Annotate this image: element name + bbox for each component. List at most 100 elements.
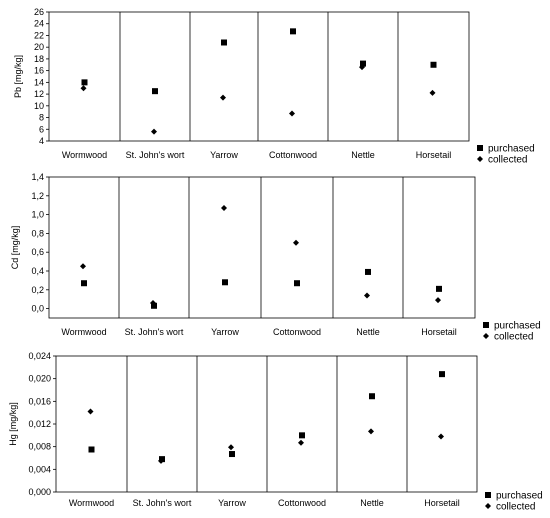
point-collected bbox=[435, 297, 441, 304]
point-collected bbox=[220, 94, 226, 101]
point-collected bbox=[429, 89, 436, 96]
y-tick-label: 0,0 bbox=[31, 304, 44, 314]
y-tick-label: 0,008 bbox=[28, 442, 51, 452]
point-collected bbox=[228, 444, 234, 451]
point-collected bbox=[438, 433, 444, 440]
legend-marker-purchased bbox=[477, 145, 483, 151]
y-tick-label: 0,000 bbox=[28, 487, 51, 497]
y-tick-label: 22 bbox=[34, 30, 44, 40]
point-collected bbox=[80, 85, 87, 92]
point-purchased bbox=[436, 285, 442, 292]
category-label: Wormwood bbox=[69, 498, 114, 508]
y-tick-label: 0,004 bbox=[28, 464, 51, 474]
point-collected bbox=[87, 408, 94, 415]
point-purchased bbox=[439, 371, 445, 378]
point-purchased bbox=[294, 280, 300, 287]
category-label: Horsetail bbox=[421, 327, 457, 337]
category-label: Yarrow bbox=[210, 150, 238, 160]
point-purchased bbox=[299, 432, 305, 439]
y-tick-label: 10 bbox=[34, 101, 44, 111]
point-purchased bbox=[222, 279, 228, 286]
category-label: Wormwood bbox=[61, 327, 106, 337]
category-label: Nettle bbox=[351, 150, 375, 160]
legend-marker-collected bbox=[485, 503, 491, 509]
category-label: Cottonwood bbox=[273, 327, 321, 337]
y-tick-label: 0,4 bbox=[31, 266, 44, 276]
point-purchased bbox=[365, 268, 371, 275]
y-tick-label: 0,2 bbox=[31, 285, 44, 295]
y-tick-label: 16 bbox=[34, 66, 44, 76]
category-label: St. John's wort bbox=[125, 327, 184, 337]
point-purchased bbox=[360, 60, 366, 67]
point-collected bbox=[158, 457, 164, 464]
point-purchased bbox=[152, 88, 158, 95]
category-label: St. John's wort bbox=[133, 498, 192, 508]
y-tick-label: 12 bbox=[34, 89, 44, 99]
category-label: Cottonwood bbox=[269, 150, 317, 160]
point-purchased bbox=[151, 302, 157, 309]
legend-label-purchased: purchased bbox=[494, 321, 541, 332]
y-tick-label: 8 bbox=[39, 113, 44, 123]
plot-frame bbox=[48, 11, 470, 142]
category-label: Yarrow bbox=[211, 327, 239, 337]
category-label: Wormwood bbox=[62, 150, 107, 160]
y-tick-label: 24 bbox=[34, 19, 44, 29]
plot-frame bbox=[55, 355, 478, 493]
legend-label-collected: collected bbox=[496, 502, 535, 513]
category-label: Horsetail bbox=[416, 150, 452, 160]
y-tick-label: 4 bbox=[39, 136, 44, 146]
category-label: Yarrow bbox=[218, 498, 246, 508]
y-axis-label: Hg [mg/kg] bbox=[8, 402, 18, 446]
y-tick-label: 6 bbox=[39, 124, 44, 134]
point-collected bbox=[298, 439, 304, 446]
chart-panel-3: 0,000 0,004 0,008 0,012 0,016 0,020 0,024 Hg [m… bbox=[8, 351, 543, 513]
category-label: Nettle bbox=[356, 327, 380, 337]
legend-marker-purchased bbox=[485, 492, 491, 498]
y-tick-label: 0,8 bbox=[31, 228, 44, 238]
y-tick-label: 0,6 bbox=[31, 247, 44, 257]
point-purchased bbox=[430, 61, 437, 68]
y-tick-label: 0,020 bbox=[28, 374, 51, 384]
category-label: Horsetail bbox=[424, 498, 460, 508]
point-purchased bbox=[290, 28, 296, 35]
y-tick-label: 14 bbox=[34, 77, 44, 87]
point-purchased bbox=[81, 79, 88, 86]
legend-label-collected: collected bbox=[488, 155, 527, 166]
point-purchased bbox=[81, 280, 87, 287]
point-collected bbox=[359, 64, 365, 71]
y-tick-label: 0,016 bbox=[28, 396, 51, 406]
point-collected bbox=[221, 205, 227, 212]
point-collected bbox=[293, 239, 299, 246]
plot-frame bbox=[48, 176, 476, 319]
category-label: Nettle bbox=[360, 498, 384, 508]
legend-marker-collected bbox=[477, 156, 483, 162]
y-tick-label: 1,2 bbox=[31, 191, 44, 201]
point-purchased bbox=[229, 451, 235, 458]
chart-panel-2: 0,0 0,2 0,4 0,6 0,8 1,0 1,2 1,4 Cd [mg/kg] Wormwo… bbox=[10, 172, 541, 343]
y-tick-label: 1,4 bbox=[31, 172, 44, 182]
legend-label-purchased: purchased bbox=[496, 491, 543, 502]
point-collected bbox=[289, 110, 295, 117]
y-tick-label: 18 bbox=[34, 54, 44, 64]
legend-marker-collected bbox=[483, 333, 489, 339]
point-collected bbox=[364, 292, 370, 299]
category-label: Cottonwood bbox=[278, 498, 326, 508]
y-tick-label: 0,012 bbox=[28, 419, 51, 429]
point-purchased bbox=[88, 446, 95, 453]
point-collected bbox=[150, 299, 156, 306]
y-axis-label: Pb [mg/kg] bbox=[13, 55, 23, 98]
point-collected bbox=[80, 263, 86, 270]
point-collected bbox=[368, 428, 374, 435]
legend-label-collected: collected bbox=[494, 332, 533, 343]
point-purchased bbox=[221, 39, 227, 46]
y-tick-label: 20 bbox=[34, 42, 44, 52]
point-collected bbox=[151, 128, 157, 135]
y-tick-label: 26 bbox=[34, 7, 44, 17]
y-tick-label: 1,0 bbox=[31, 210, 44, 220]
point-purchased bbox=[369, 393, 375, 400]
category-label: St. John's wort bbox=[126, 150, 185, 160]
legend-marker-purchased bbox=[483, 322, 489, 328]
y-axis-label: Cd [mg/kg] bbox=[10, 226, 20, 270]
